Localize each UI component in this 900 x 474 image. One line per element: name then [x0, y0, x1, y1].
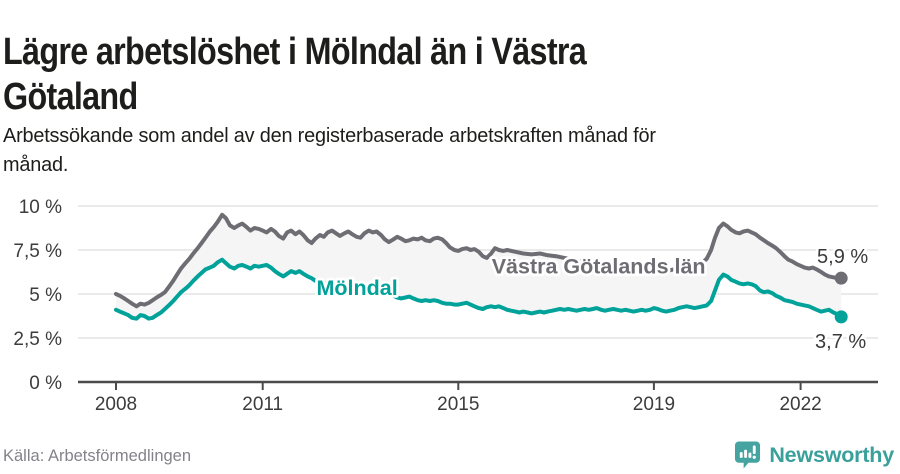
logo-barchart-glyph [740, 445, 757, 459]
x-tick-label: 2011 [242, 394, 283, 415]
subtitle-line-1: Arbetssökande som andel av den registerb… [3, 123, 656, 147]
end-dot-vastra-gotalands-lan [834, 271, 848, 285]
newsworthy-logo[interactable]: Newsworthy [734, 440, 894, 470]
series-label-vastra-gotalands-lan: Västra Götalands län [492, 255, 706, 279]
title-line-1: Lägre arbetslöshet i Mölndal än i Västra [3, 31, 587, 74]
end-value-label-vastra-gotalands-lan: 5,9 % [817, 246, 868, 268]
newsworthy-logo-icon [735, 441, 761, 469]
y-tick-label: 0 % [29, 373, 62, 394]
x-tick-label: 2019 [633, 394, 675, 415]
end-dot-molndal [834, 310, 848, 324]
fill-between-series [116, 214, 842, 319]
subtitle-line-2: månad. [3, 152, 69, 176]
series-label-molndal: Mölndal [316, 276, 397, 300]
x-tick-label: 2015 [437, 394, 479, 415]
series-line-molndal [114, 257, 844, 321]
chart-subtitle: Arbetssökande som andel av den registerb… [3, 121, 740, 179]
y-tick-label: 7,5 % [13, 241, 62, 262]
chart-area: 0 % 2,5 % 5 % 7,5 % 10 % 2008 2011 2015 2019 2022… [0, 188, 900, 424]
unemployment-line-chart: 0 % 2,5 % 5 % 7,5 % 10 % 2008 2011 2015 2019 2022… [13, 197, 878, 415]
newsworthy-logo-text: Newsworthy [769, 442, 894, 467]
series-line-vastra-gotalands-lan [114, 212, 844, 309]
source-note: Källa: Arbetsförmedlingen [3, 447, 192, 465]
y-tick-label: 5 % [29, 285, 62, 306]
y-tick-label: 2,5 % [13, 329, 62, 350]
x-tick-label: 2022 [779, 394, 821, 415]
end-value-label-molndal: 3,7 % [815, 331, 866, 353]
title-line-2: Götaland [3, 76, 138, 119]
page-title: Lägre arbetslöshet i Mölndal än i Västra… [3, 30, 900, 120]
x-tick-label: 2008 [95, 394, 137, 415]
y-tick-label: 10 % [19, 197, 62, 218]
